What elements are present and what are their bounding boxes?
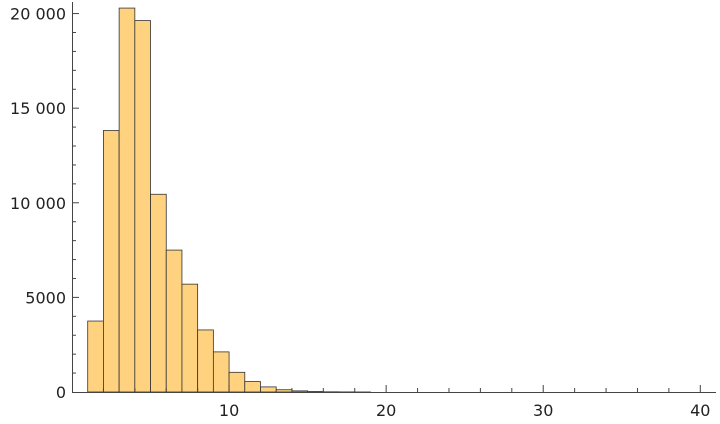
histogram-bar [181,283,199,393]
histogram-bar [103,130,120,393]
y-tick-label: 10 000 [10,194,66,213]
histogram-bar [291,390,309,393]
bars-group [87,7,371,393]
histogram-bar [87,320,104,393]
histogram-bar [260,386,277,393]
histogram-bar [118,7,136,393]
axes-group [72,2,716,393]
histogram-bar [197,329,214,393]
x-tick-label: 30 [533,401,553,420]
y-tick-label: 0 [56,383,66,402]
histogram-bar [275,389,293,393]
histogram-bar [244,381,261,393]
histogram-bar [212,351,230,393]
histogram-bar [165,249,183,393]
x-ticks-group: 10 20 30 40 [102,385,710,420]
y-ticks-group: 0 5000 10 000 15 000 20 000 [10,5,79,402]
histogram-bar [228,371,246,393]
x-tick-label: 10 [219,401,239,420]
histogram-bar [134,20,151,393]
y-tick-label: 20 000 [10,5,66,24]
histogram-bar [150,193,167,393]
y-tick-label: 15 000 [10,99,66,118]
x-tick-label: 20 [376,401,396,420]
y-tick-label: 5000 [25,288,66,307]
x-tick-label: 40 [690,401,710,420]
